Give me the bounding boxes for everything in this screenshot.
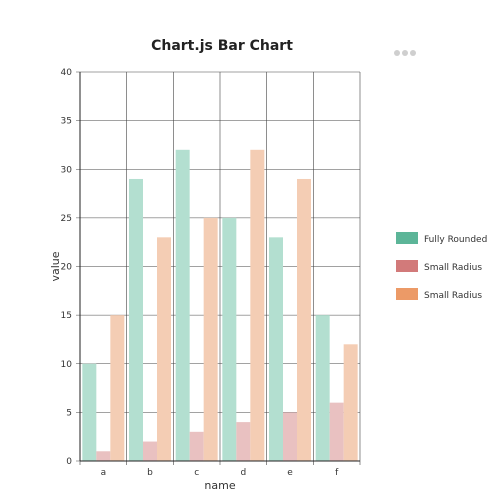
bar (82, 363, 97, 461)
y-tick-label: 5 (66, 408, 72, 418)
bar (96, 451, 111, 461)
y-tick-label: 30 (61, 165, 73, 175)
bar (110, 315, 125, 461)
x-tick-label: a (101, 468, 107, 478)
legend-swatch (396, 288, 418, 300)
legend-swatch (396, 232, 418, 244)
x-tick-label: f (335, 468, 339, 478)
bar (203, 217, 218, 461)
y-tick-label: 10 (61, 360, 73, 370)
bar (129, 178, 143, 461)
y-tick-label: 0 (66, 457, 72, 467)
bar (236, 422, 251, 461)
chart-title: Chart.js Bar Chart (151, 38, 293, 54)
menu-dot-icon (402, 50, 408, 56)
x-tick-label: b (147, 468, 153, 478)
bar (143, 441, 157, 461)
legend-label: Small Radius (424, 291, 482, 301)
x-axis-title: name (204, 479, 235, 492)
y-tick-label: 20 (61, 263, 73, 273)
bar (250, 149, 265, 462)
more-options-icon[interactable] (394, 41, 424, 56)
y-axis-title: value (49, 251, 62, 281)
bar (157, 237, 171, 461)
x-tick-label: d (240, 468, 246, 478)
y-tick-label: 35 (61, 117, 72, 127)
y-tick-label: 15 (61, 311, 72, 321)
legend-label: Small Radius (424, 263, 482, 273)
menu-dot-icon (394, 50, 400, 56)
legend-swatch (396, 260, 418, 272)
x-tick-label: e (287, 468, 293, 478)
bar (315, 315, 330, 461)
legend-label: Fully Rounded (424, 235, 487, 245)
bar (189, 431, 204, 461)
bar (283, 412, 297, 461)
bar (175, 149, 190, 462)
bar (297, 178, 311, 461)
bar (343, 344, 358, 461)
menu-dot-icon (410, 50, 416, 56)
bar (222, 217, 237, 461)
bar (269, 237, 283, 461)
bar (329, 402, 344, 461)
x-tick-label: c (194, 468, 199, 478)
y-tick-label: 40 (61, 68, 73, 78)
y-tick-label: 25 (61, 214, 72, 224)
